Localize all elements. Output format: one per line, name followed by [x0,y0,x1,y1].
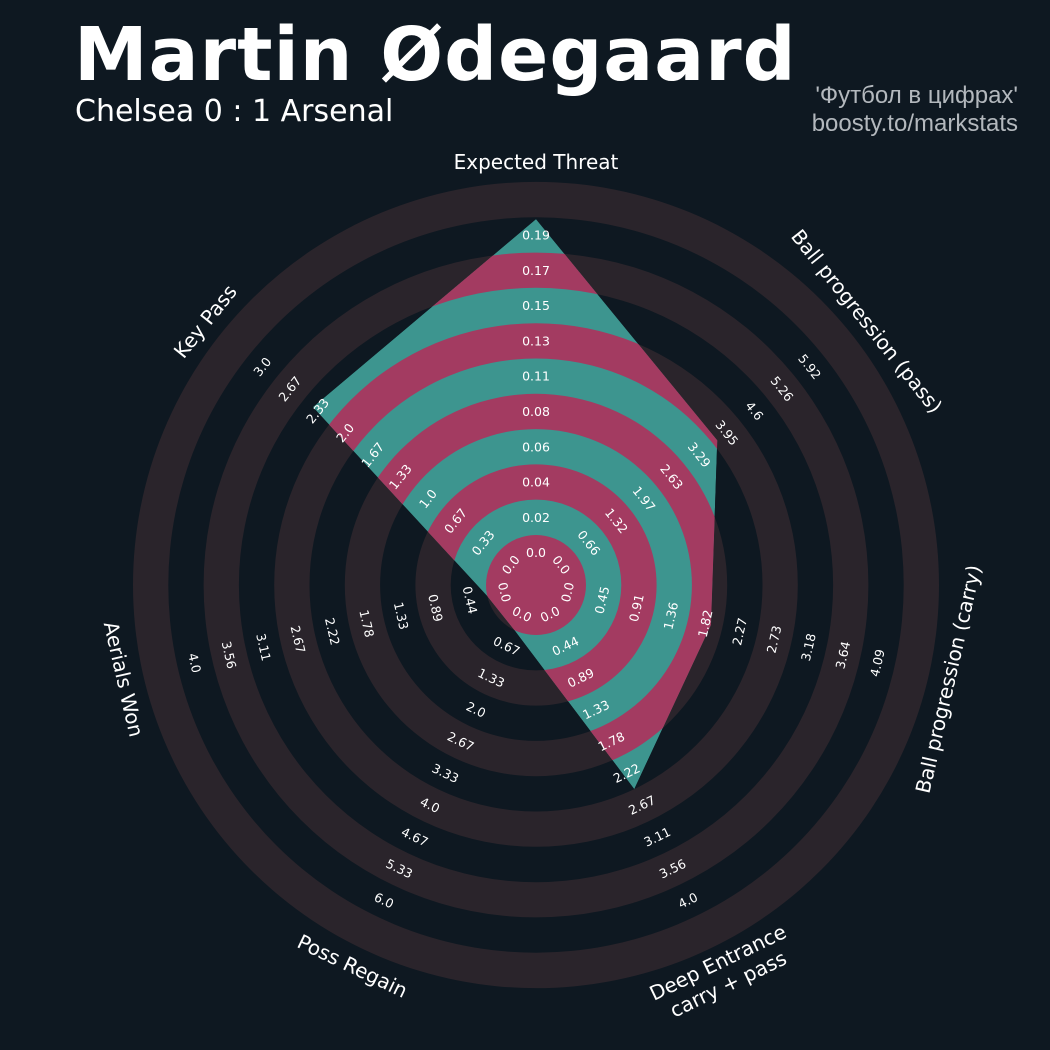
tick-label: 1.78 [356,608,377,639]
tick-label: 6.0 [372,889,396,911]
tick-label: 1.36 [660,601,681,632]
tick-label: 3.0 [250,354,274,379]
tick-label: 2.22 [322,616,343,646]
tick-label: 0.45 [592,585,613,615]
credit-line-1: 'Футбол в цифрах' [815,82,1018,109]
tick-label: 3.11 [641,824,673,850]
tick-label: 0.04 [522,475,550,490]
tick-label: 0.17 [522,263,550,278]
tick-label: 4.09 [867,648,888,679]
credit-block: 'Футбол в цифрах' boosty.to/markstats [812,82,1018,138]
tick-label: 2.0 [464,699,488,721]
credit-line-2: boosty.to/markstats [811,110,1018,137]
tick-label: 0.0 [526,545,546,560]
tick-label: 0.08 [522,404,550,419]
tick-label: 0.15 [522,298,550,313]
tick-label: 0.19 [522,228,550,243]
tick-label: 3.11 [253,632,274,662]
page-title: Martin Ødegaard [74,12,797,98]
axis-label: Expected Threat [454,150,619,174]
tick-label: 3.64 [832,640,853,671]
match-subtitle: Chelsea 0 : 1 Arsenal [75,94,394,129]
tick-label: 5.92 [795,351,824,382]
tick-label: 0.02 [522,510,550,525]
tick-label: 3.33 [430,760,462,786]
tick-label: 4.6 [742,398,766,423]
tick-label: 2.67 [288,624,309,654]
tick-label: 0.89 [425,593,446,624]
tick-label: 0.0 [495,581,514,604]
tick-label: 4.67 [399,824,431,850]
tick-label: 1.33 [391,601,412,631]
tick-label: 0.13 [522,333,550,348]
tick-label: 2.73 [764,624,785,654]
tick-label: 0.11 [522,369,550,384]
player-ring [486,535,586,635]
tick-label: 2.27 [729,616,750,646]
tick-label: 0.0 [558,581,577,604]
tick-label: 4.0 [185,652,204,675]
tick-label: 4.0 [676,889,700,911]
tick-label: 0.67 [491,633,523,659]
tick-label: 0.06 [522,439,550,454]
tick-label: 3.18 [798,632,819,663]
tick-label: 1.82 [695,608,716,638]
tick-label: 0.44 [460,585,481,616]
tick-label: 3.56 [219,640,240,671]
tick-label: 0.91 [626,593,647,623]
axis-label-line: Expected Threat [454,150,619,174]
